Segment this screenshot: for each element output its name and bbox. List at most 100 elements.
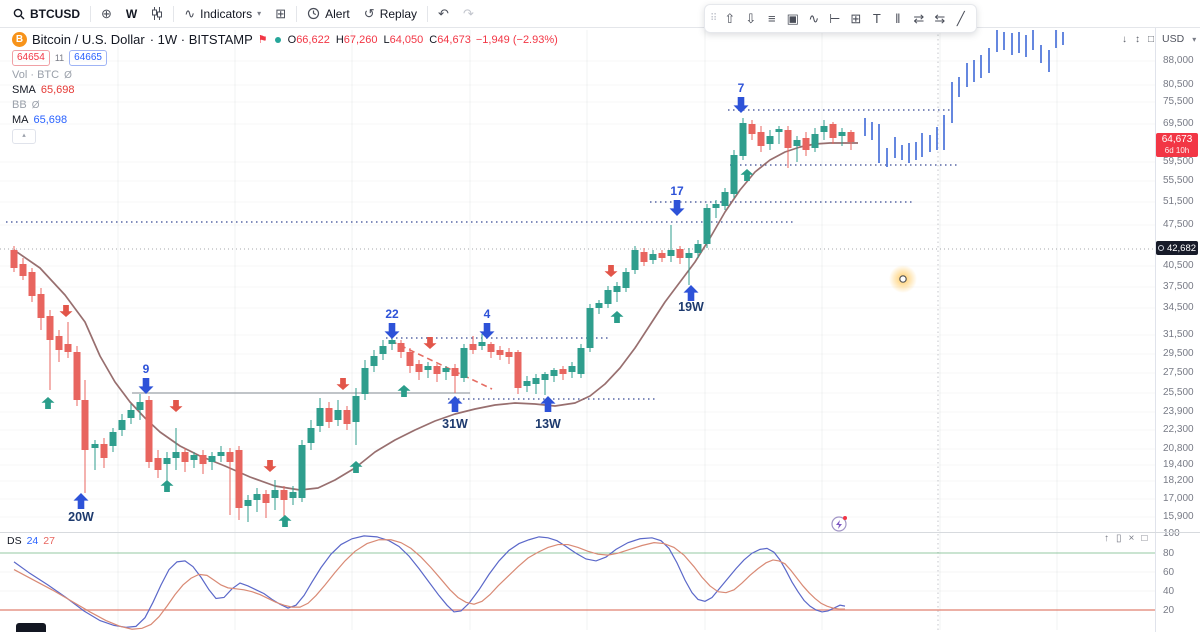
extended-line-tool[interactable]: ⇆ (934, 10, 946, 26)
price-axis-label: 75,500 (1163, 96, 1194, 107)
stochastic-d-line[interactable] (13, 539, 845, 630)
alert-clock-icon (307, 7, 320, 20)
blue-down-arrow (384, 323, 400, 339)
pane-divider[interactable] (0, 532, 1200, 533)
price-axis-label: 15,900 (1163, 511, 1194, 522)
sma-legend-row[interactable]: SMA 65,698 (12, 84, 558, 96)
ohlc-item: C64,673 (429, 33, 471, 46)
indicators-icon: ∿ (184, 6, 196, 21)
sma-line[interactable] (13, 142, 858, 491)
ma-label: MA (12, 114, 29, 126)
signal-markers[interactable]: 7 17 22 4 9 20W 31W 13W 19W (41, 81, 754, 527)
grid-lines (0, 30, 1155, 630)
collapse-pane-icon[interactable]: × (1128, 533, 1135, 544)
tradingview-logo[interactable] (16, 623, 46, 632)
delete-pane-icon[interactable]: ▯ (1116, 533, 1122, 544)
price-axis-label: 51,500 (1163, 196, 1194, 207)
layout-grid-button[interactable]: ⊞ (268, 4, 293, 23)
chart-style-button[interactable] (144, 4, 170, 23)
redo-icon: ↷ (462, 6, 474, 21)
flag-icon[interactable]: ⚑ (257, 34, 268, 46)
price-level-tag: 42,682 (1156, 241, 1198, 255)
scale-lock-icon[interactable]: □ (1148, 33, 1155, 45)
red-dashed-trendline[interactable] (390, 340, 493, 390)
toolbar-divider (173, 5, 175, 22)
redo-button[interactable]: ↷ (456, 4, 481, 23)
long-position-tool[interactable]: ⇧ (724, 10, 736, 26)
stochastic-k-line[interactable] (13, 535, 846, 628)
plus-circle-icon: ⊕ (101, 6, 112, 21)
week-count-label: 31W (442, 417, 468, 431)
price-axis-label: 25,500 (1163, 387, 1194, 398)
indicators-label: Indicators (200, 6, 253, 21)
red-down-arrow (169, 400, 183, 412)
date-range-tool[interactable]: ⊢ (829, 10, 841, 26)
sma-label: SMA (12, 84, 36, 96)
alert-label: Alert (325, 6, 350, 21)
red-down-arrow (59, 305, 73, 317)
text-tool[interactable]: T (872, 11, 881, 26)
parallel-channel-tool[interactable]: ≡ (768, 11, 776, 26)
teal-up-arrow (160, 480, 174, 492)
timeframe-button[interactable]: W (119, 4, 144, 24)
eye-off-icon[interactable]: Ø (64, 69, 72, 81)
red-down-arrow (263, 460, 277, 472)
volume-label: Vol · BTC (12, 69, 60, 81)
horizontal-line-tool[interactable]: ⇄ (913, 10, 925, 26)
price-axis-scale[interactable]: 88,000 80,500 75,500 69,500 59,500 55,500 51,5… (1155, 28, 1200, 632)
volume-profile-tool[interactable]: ‖ (895, 11, 901, 26)
red-down-arrow (604, 265, 618, 277)
teal-up-arrow (41, 397, 55, 409)
undo-button[interactable]: ↶ (431, 4, 456, 23)
top-toolbar: BTCUSD ⊕ W ∿ Indicators ▾ ⊞ Alert ↺ Repl… (0, 0, 1200, 28)
legend-collapse-button[interactable]: ▴ (12, 129, 36, 144)
bid-price[interactable]: 64654 (12, 50, 50, 66)
oscillator-legend[interactable]: DS 24 27 (7, 535, 55, 547)
replay-label: Replay (379, 6, 418, 21)
ohlc-item: L64,050 (383, 33, 424, 46)
fib-grid-tool[interactable]: ⊞ (850, 10, 862, 26)
boost-button[interactable] (831, 516, 847, 532)
eye-off-icon[interactable]: Ø (31, 99, 40, 111)
candles[interactable] (10, 118, 855, 525)
ma-legend-row[interactable]: MA 65,698 (12, 114, 558, 126)
sma-value: 65,698 (40, 84, 75, 96)
price-axis-label: 55,500 (1163, 175, 1194, 186)
symbol-search-button[interactable]: BTCUSD (6, 4, 87, 24)
week-count-label: 7 (738, 81, 745, 95)
trend-line-tool[interactable]: ╱ (956, 10, 965, 26)
maximize-pane-icon[interactable]: □ (1141, 533, 1148, 544)
price-axis-label: 80,500 (1163, 79, 1194, 90)
chart-legend: B Bitcoin / U.S. Dollar · 1W · BITSTAMP … (12, 32, 558, 144)
oscillator-axis-label: 40 (1163, 586, 1175, 597)
timeframe-label: W (125, 6, 138, 21)
week-count-label: 9 (143, 362, 150, 376)
red-down-arrow (336, 378, 350, 390)
volume-legend-row[interactable]: Vol · BTC Ø (12, 69, 558, 81)
key-level-lines[interactable] (0, 109, 1155, 400)
move-pane-up-icon[interactable]: ↑ (1104, 533, 1109, 544)
short-position-tool[interactable]: ⇩ (745, 10, 757, 26)
indicators-button[interactable]: ∿ Indicators ▾ (177, 4, 268, 24)
alert-button[interactable]: Alert (300, 4, 357, 24)
legend-main-row[interactable]: B Bitcoin / U.S. Dollar · 1W · BITSTAMP … (12, 32, 558, 47)
oscillator-name: DS (7, 535, 22, 547)
scale-reset-icon[interactable]: ↓ (1122, 33, 1127, 45)
ask-price[interactable]: 64665 (69, 50, 107, 66)
bb-legend-row[interactable]: BB Ø (12, 99, 558, 111)
projection-bars[interactable] (864, 30, 1064, 167)
currency-label[interactable]: USD (1162, 33, 1185, 45)
compare-button[interactable]: ⊕ (94, 4, 119, 23)
replay-button[interactable]: ↺ Replay (357, 4, 424, 24)
elliott-wave-tool[interactable]: ∿ (808, 10, 820, 26)
scale-fit-icon[interactable]: ↕ (1135, 33, 1140, 45)
level-ring-icon (1157, 245, 1164, 251)
cursor-dot (899, 275, 907, 283)
pattern-tool[interactable]: ▣ (786, 10, 799, 26)
oscillator-axis-label: 20 (1163, 605, 1175, 616)
red-down-arrow (423, 337, 437, 349)
ohlc-item: O66,622 (287, 33, 330, 46)
price-axis-label: 69,500 (1163, 118, 1194, 129)
drag-handle-icon[interactable]: ⠿ (710, 13, 718, 24)
